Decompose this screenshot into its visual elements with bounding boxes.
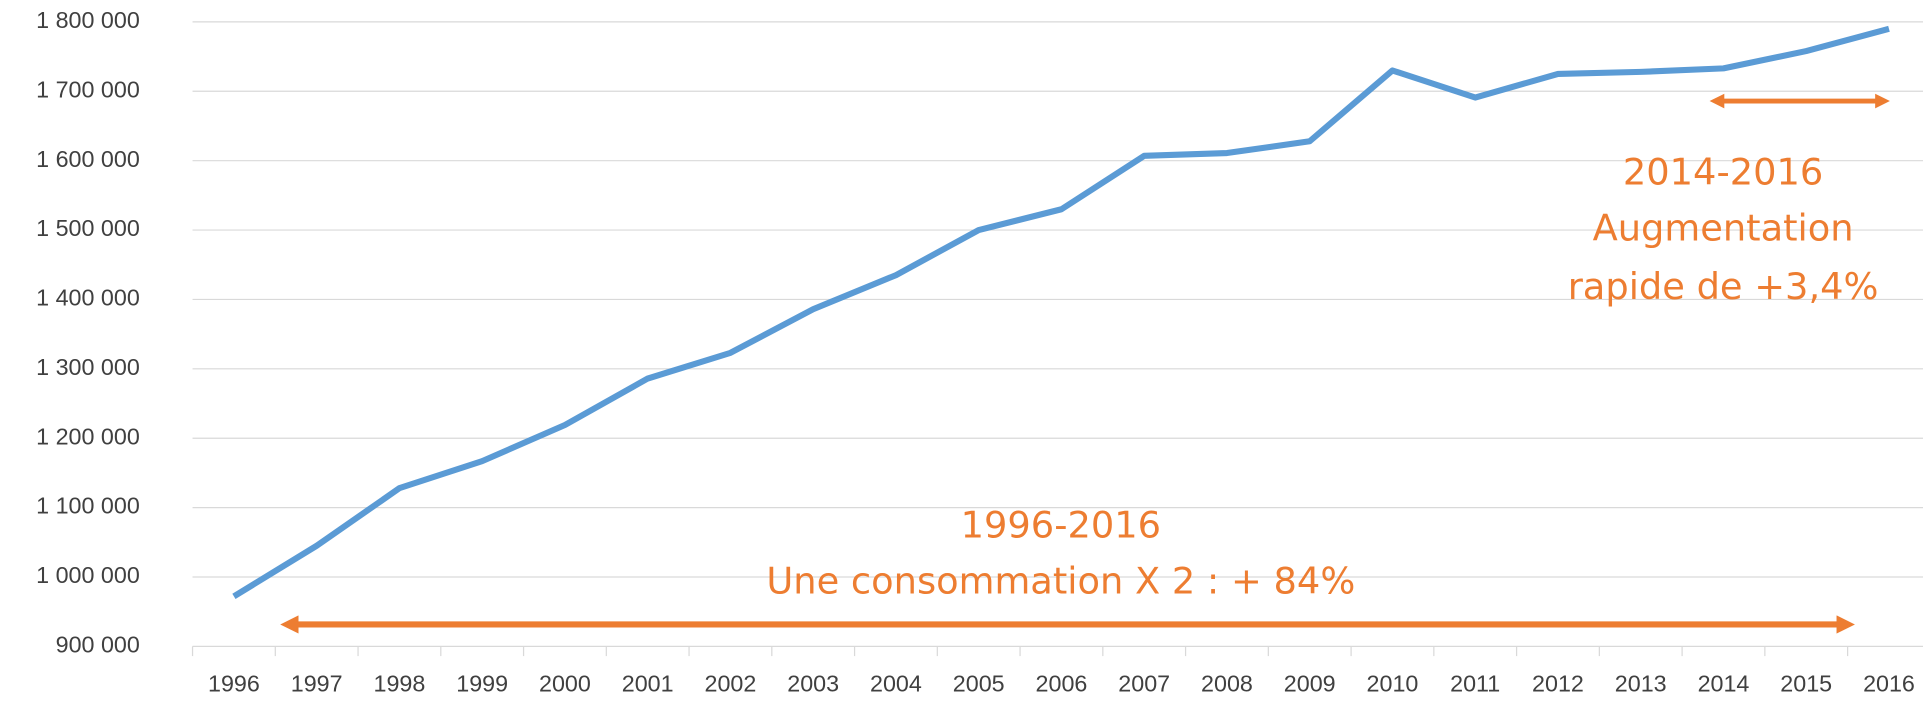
y-tick-label: 1 500 000 bbox=[36, 215, 140, 241]
y-tick-label: 1 400 000 bbox=[36, 285, 140, 311]
data-line bbox=[232, 25, 1890, 599]
annotation: Augmentation bbox=[1593, 207, 1854, 250]
x-tick-label: 2007 bbox=[1118, 670, 1170, 696]
x-tick-label: 1999 bbox=[456, 670, 508, 696]
x-tick-label: 2005 bbox=[953, 670, 1005, 696]
y-tick-label: 1 000 000 bbox=[36, 562, 140, 588]
annotation: 1996-2016 bbox=[961, 504, 1161, 547]
x-tick-label: 2014 bbox=[1698, 670, 1750, 696]
x-tick-label: 2009 bbox=[1284, 670, 1336, 696]
x-tick-label: 1996 bbox=[208, 670, 260, 696]
x-tick-label: 2016 bbox=[1863, 670, 1915, 696]
y-tick-label: 1 100 000 bbox=[36, 493, 140, 519]
y-tick-label: 1 600 000 bbox=[36, 146, 140, 172]
x-tick-label: 1997 bbox=[291, 670, 343, 696]
y-tick-label: 1 800 000 bbox=[36, 7, 140, 33]
y-tick-label: 900 000 bbox=[56, 632, 140, 658]
y-tick-label: 1 200 000 bbox=[36, 423, 140, 449]
x-tick-label: 2004 bbox=[870, 670, 922, 696]
x-tick-label: 2011 bbox=[1450, 670, 1500, 696]
x-tick-label: 2006 bbox=[1036, 670, 1088, 696]
annotation: 2014-2016 bbox=[1623, 151, 1823, 194]
x-tick-label: 2008 bbox=[1201, 670, 1253, 696]
x-tick-label: 1998 bbox=[374, 670, 426, 696]
annotation: Une consommation X 2 : + 84% bbox=[766, 560, 1355, 603]
x-tick-label: 2013 bbox=[1615, 670, 1667, 696]
x-tick-label: 2010 bbox=[1367, 670, 1419, 696]
x-tick-label: 2003 bbox=[787, 670, 839, 696]
x-tick-label: 2015 bbox=[1780, 670, 1832, 696]
x-tick-label: 2000 bbox=[539, 670, 591, 696]
annotation: rapide de +3,4% bbox=[1568, 265, 1879, 308]
x-tick-label: 2012 bbox=[1532, 670, 1584, 696]
x-tick-label: 2001 bbox=[622, 670, 674, 696]
y-tick-label: 1 700 000 bbox=[36, 76, 140, 102]
y-tick-label: 1 300 000 bbox=[36, 354, 140, 380]
x-tick-label: 2002 bbox=[705, 670, 757, 696]
